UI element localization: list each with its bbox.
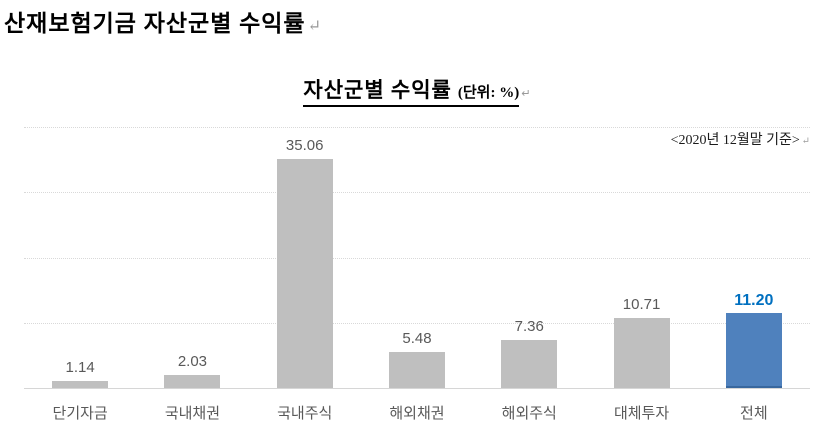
period-note-text: <2020년 12월말 기준> (670, 133, 800, 148)
gridline-10 (24, 323, 810, 324)
bar (276, 159, 333, 388)
page-title: 산재보험기금 자산군별 수익률 ↵ (4, 4, 322, 38)
bar-value-label: 11.20 (734, 292, 774, 309)
bar-slot: 5.48 (361, 127, 473, 388)
bar-value-label: 1.14 (65, 359, 95, 376)
chart-title-underline: 자산군별 수익률 (단위: %) (303, 74, 520, 107)
category-label: 국내주식 (277, 405, 333, 422)
bar-slot: 2.03 (136, 127, 248, 388)
bar-value-label: 7.36 (514, 318, 544, 335)
gridline-20 (24, 258, 810, 259)
bar-value-label: 5.48 (402, 330, 432, 347)
bar (613, 318, 670, 388)
paragraph-return-mark: ↵ (307, 18, 323, 35)
category-row: 단기자금 국내채권 국내주식 해외채권 해외주식 대체투자 전체 (24, 402, 810, 423)
page-title-text: 산재보험기금 자산군별 수익률 (4, 11, 306, 36)
bar (52, 381, 109, 388)
category-label: 국내채권 (164, 405, 221, 422)
category-label: 전체 (740, 405, 768, 422)
x-axis-line (24, 388, 810, 389)
bars-row: 1.14 2.03 35.06 5.48 7.36 10.71 11.20 (24, 127, 810, 388)
bar (388, 352, 445, 388)
bar-value-label: 2.03 (177, 353, 208, 370)
bar (164, 375, 221, 388)
bar-slot: 11.20 (698, 127, 810, 388)
category-label: 해외주식 (501, 405, 557, 422)
bar-slot: 1.14 (24, 127, 136, 388)
gridline-30 (24, 192, 810, 193)
category-label: 대체투자 (613, 405, 670, 422)
paragraph-return-mark: ↵ (801, 136, 810, 147)
chart-title-text: 자산군별 수익률 (303, 78, 452, 102)
bar-chart-plot-area: 1.14 2.03 35.06 5.48 7.36 10.71 11.20 (24, 127, 810, 389)
bar-value-label: 10.71 (622, 296, 661, 313)
bar (501, 340, 558, 388)
category-label: 해외채권 (389, 405, 445, 422)
bar-total-highlight (725, 313, 782, 388)
gridline-40 (24, 127, 810, 128)
bar-value-label: 35.06 (285, 137, 324, 154)
category-label: 단기자금 (52, 405, 108, 422)
period-note: <2020년 12월말 기준> ↵ (24, 129, 810, 149)
chart-title-unit: (단위: %) (457, 85, 520, 101)
bar-slot: 7.36 (473, 127, 585, 388)
bar-slot: 10.71 (585, 127, 697, 388)
bar-slot: 35.06 (249, 127, 361, 388)
paragraph-return-mark: ↵ (521, 88, 531, 100)
chart-title: 자산군별 수익률 (단위: %) ↵ (24, 74, 810, 107)
